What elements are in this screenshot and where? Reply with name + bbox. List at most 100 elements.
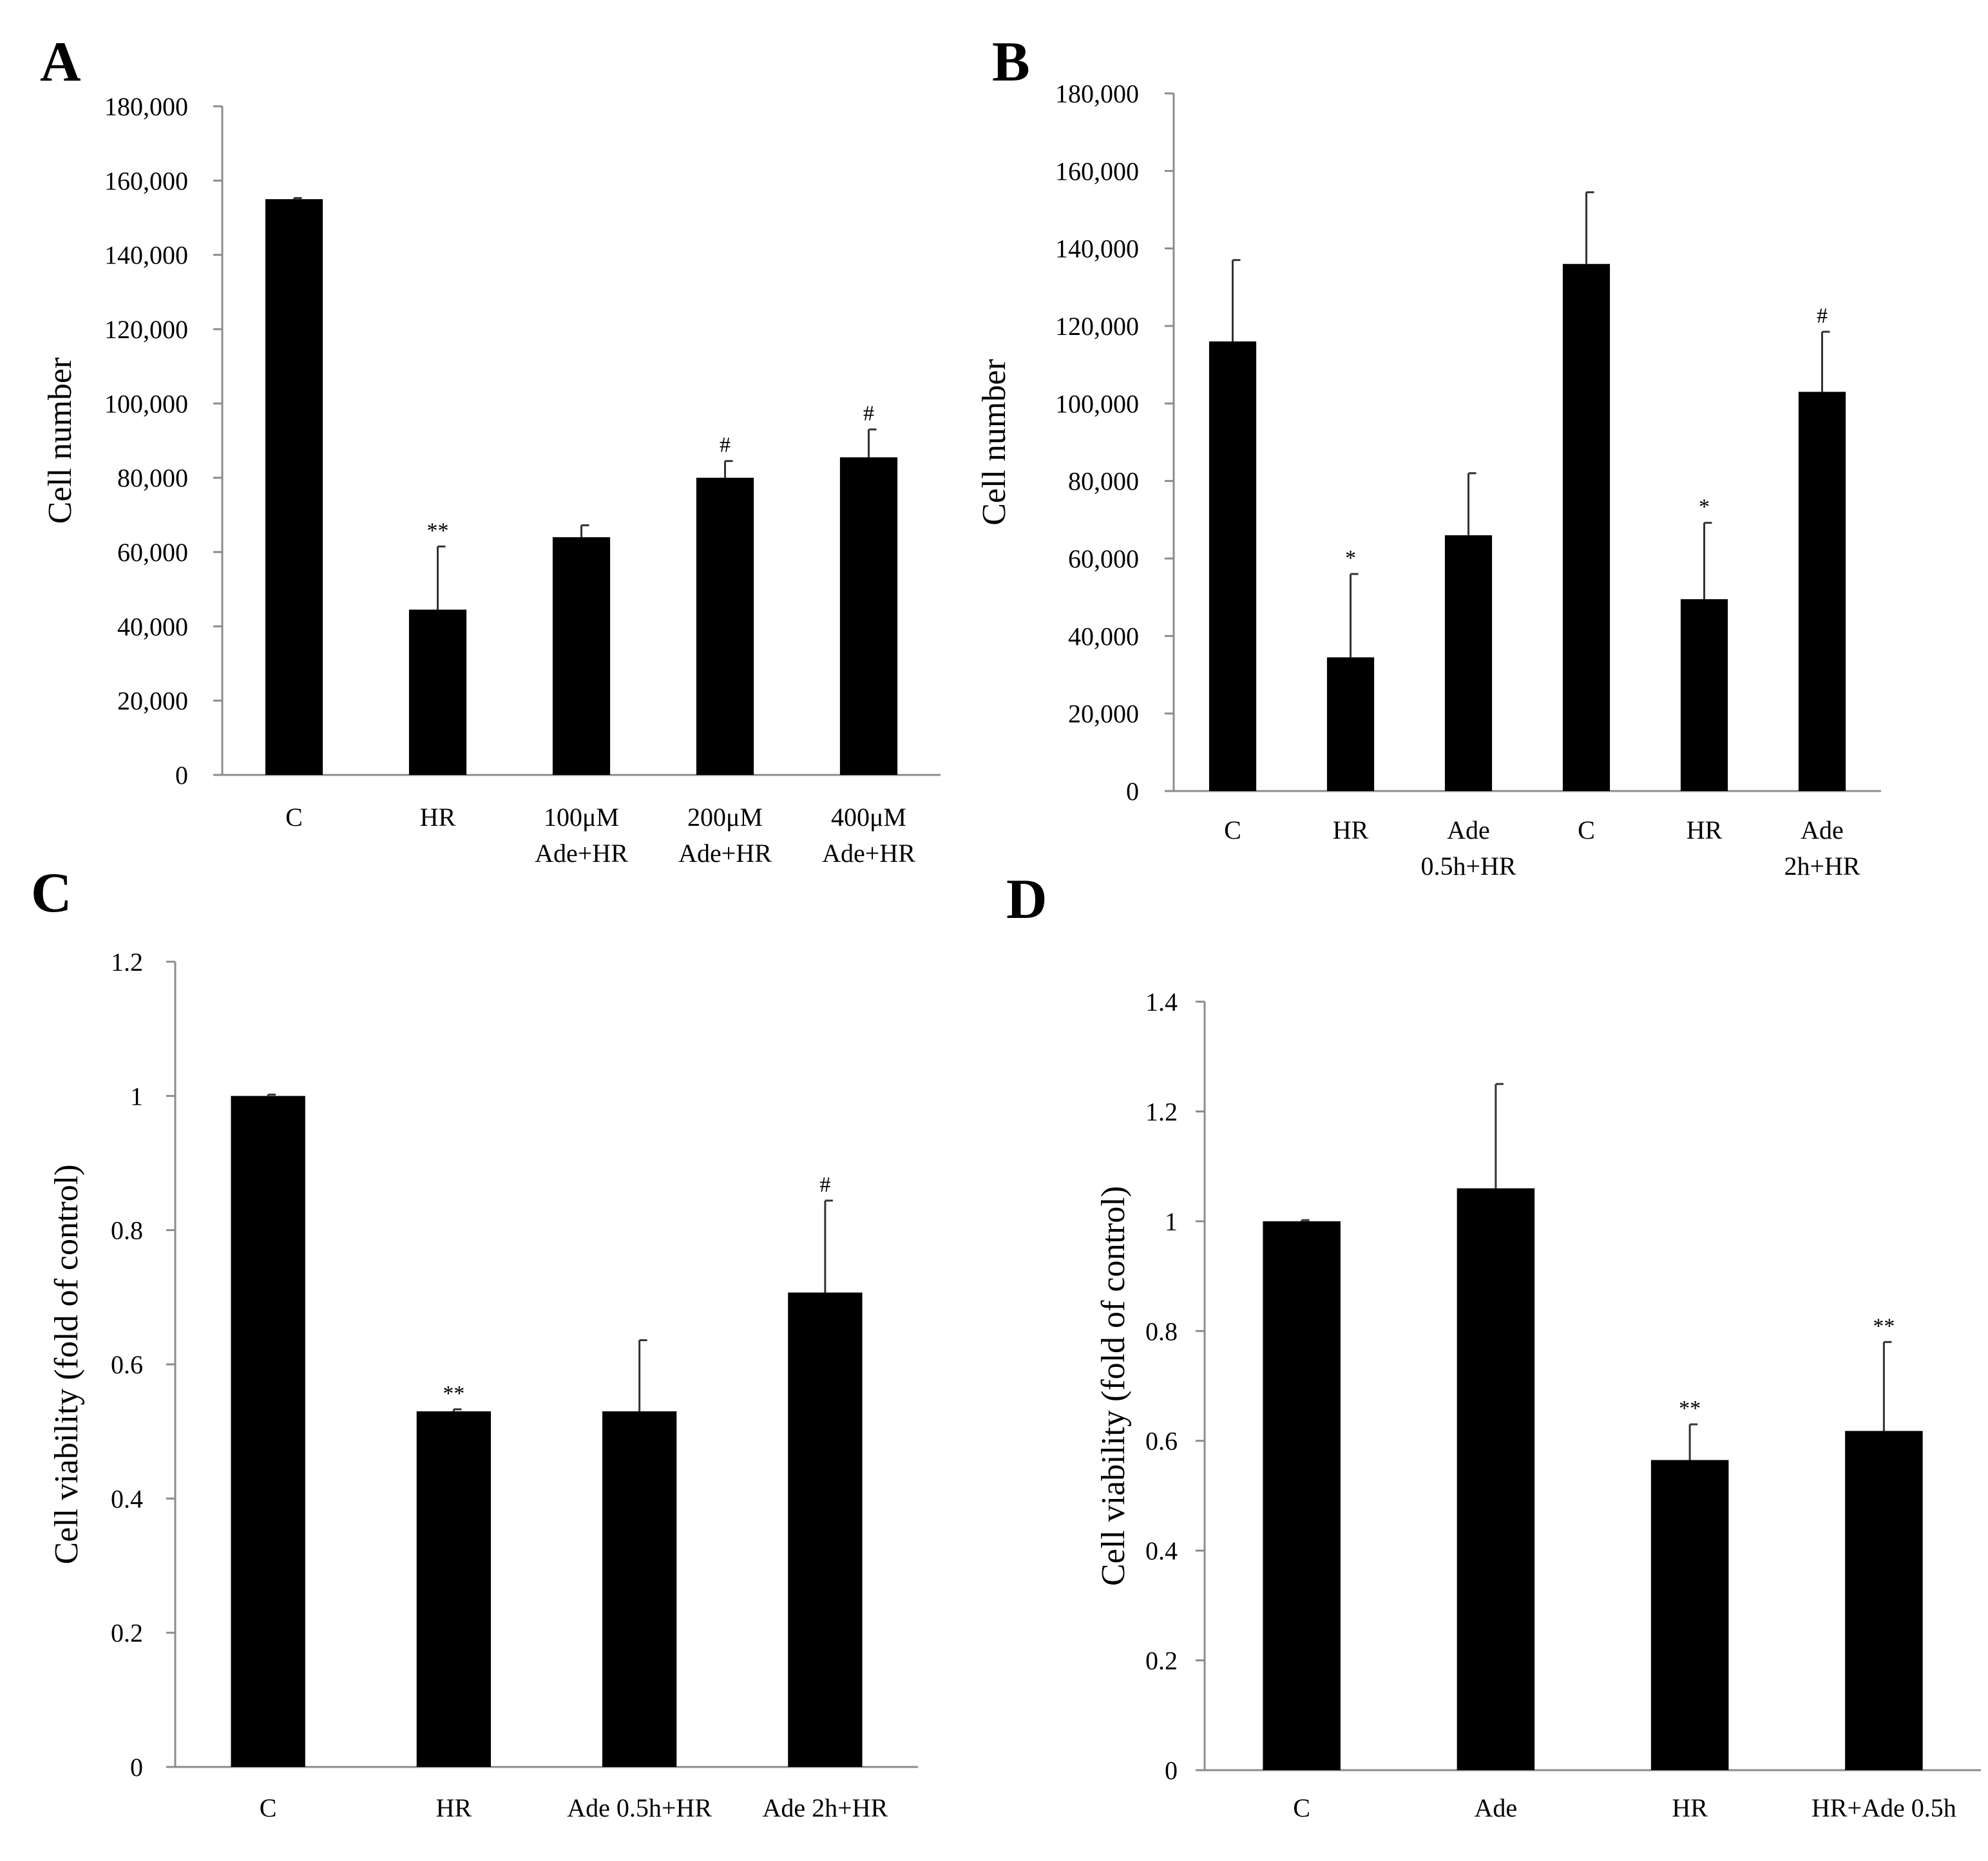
bar <box>1562 263 1610 791</box>
y-tick-label: 1 <box>1165 1207 1178 1236</box>
significance-marker: * <box>1345 546 1356 570</box>
bar <box>552 537 611 775</box>
y-tick-label: 40,000 <box>1068 622 1139 651</box>
x-category-label: 200μM <box>687 803 763 832</box>
x-category-label: C <box>1293 1793 1310 1822</box>
x-category-label: Ade+HR <box>678 839 772 868</box>
panel-d: D 0 0.2 0.4 0.6 0.8 1 1.2 1.4 Cell viability (fol… <box>1006 868 1981 1822</box>
significance-marker: # <box>720 434 731 457</box>
x-category-label: HR <box>436 1793 472 1822</box>
y-tick-label: 180,000 <box>1055 79 1139 108</box>
x-category-label: HR <box>1333 816 1369 845</box>
bar <box>1798 392 1846 791</box>
y-tick-label: 160,000 <box>104 166 188 195</box>
y-tick-label: 0.2 <box>111 1619 143 1648</box>
bar <box>231 1096 305 1767</box>
x-category-label: HR+Ade 0.5h <box>1811 1793 1956 1822</box>
y-tick-label: 20,000 <box>117 687 188 716</box>
y-tick-label: 0.8 <box>1145 1317 1178 1346</box>
x-category-label: HR <box>1687 816 1723 845</box>
x-category-label: HR <box>420 803 456 832</box>
bar <box>1457 1188 1535 1770</box>
y-tick-label: 60,000 <box>1068 544 1139 573</box>
y-tick-label: 0.8 <box>111 1216 143 1245</box>
bar <box>1209 341 1257 791</box>
y-tick-label: 100,000 <box>104 389 188 418</box>
significance-marker: ** <box>1679 1397 1701 1420</box>
x-category-label: Ade <box>1447 816 1490 845</box>
y-tick-label: 120,000 <box>104 315 188 344</box>
x-category-label: 0.5h+HR <box>1420 852 1516 881</box>
x-category-label: Ade <box>1801 816 1844 845</box>
y-tick-label: 80,000 <box>117 464 188 493</box>
panel-letter: B <box>992 31 1030 93</box>
y-tick-label: 20,000 <box>1068 700 1139 729</box>
y-tick-label: 0 <box>130 1753 143 1782</box>
y-tick-label: 100,000 <box>1055 389 1139 418</box>
x-category-label: 400μM <box>831 803 906 832</box>
panel-letter: C <box>31 862 72 924</box>
y-tick-label: 0.6 <box>111 1350 143 1379</box>
panel-a: A 0 20,000 40,000 60,000 80,000 100,000 120,000… <box>40 31 941 868</box>
x-category-label: C <box>285 803 303 832</box>
y-tick-label: 0.4 <box>111 1484 143 1513</box>
significance-marker: * <box>1699 495 1710 519</box>
x-category-label: Ade 0.5h+HR <box>567 1793 712 1822</box>
bar <box>1845 1431 1923 1770</box>
y-tick-label: 0 <box>1165 1756 1178 1785</box>
y-tick-label: 0.6 <box>1145 1427 1178 1456</box>
x-category-label: Ade <box>1475 1793 1518 1822</box>
y-tick-label: 60,000 <box>117 538 188 567</box>
bar <box>839 457 898 775</box>
y-tick-label: 140,000 <box>104 241 188 270</box>
y-tick-label: 40,000 <box>117 612 188 641</box>
panel-c: C 0 0.2 0.4 0.6 0.8 1 1.2 Cell viability (fold o… <box>31 862 918 1822</box>
y-tick-label: 1.4 <box>1145 988 1178 1016</box>
y-tick-label: 160,000 <box>1055 157 1139 186</box>
x-category-label: C <box>1578 816 1595 845</box>
x-category-label: Ade 2h+HR <box>762 1793 888 1822</box>
significance-marker: # <box>863 402 874 426</box>
x-category-label: HR <box>1672 1793 1708 1822</box>
y-axis-title: Cell number <box>976 359 1013 526</box>
y-tick-label: 0 <box>1126 777 1139 806</box>
bar <box>1326 657 1375 791</box>
panel-b: B 0 20,000 40,000 60,000 80,000 100,000 120,000… <box>976 31 1881 881</box>
y-axis-title: Cell number <box>42 358 79 524</box>
panel-letter: D <box>1006 868 1047 931</box>
y-tick-label: 0.4 <box>1145 1536 1178 1565</box>
bar <box>1444 535 1493 791</box>
x-category-label: 2h+HR <box>1784 852 1860 881</box>
x-category-label: C <box>260 1793 277 1822</box>
y-tick-label: 140,000 <box>1055 234 1139 263</box>
significance-marker: # <box>819 1173 830 1197</box>
y-tick-label: 180,000 <box>104 92 188 121</box>
bar <box>1263 1221 1341 1770</box>
bar <box>788 1292 863 1767</box>
y-tick-label: 1.2 <box>1145 1097 1178 1126</box>
bar <box>1650 1460 1729 1770</box>
bar <box>265 199 323 776</box>
x-category-label: Ade+HR <box>822 839 915 868</box>
x-category-label: Ade+HR <box>535 839 628 868</box>
significance-marker: # <box>1817 304 1828 328</box>
bar <box>696 477 754 775</box>
bar <box>408 609 467 775</box>
y-axis-title: Cell viability (fold of control) <box>48 1165 85 1565</box>
y-tick-label: 1.2 <box>111 948 143 977</box>
panel-letter: A <box>40 31 81 93</box>
bar <box>1680 599 1728 791</box>
y-tick-label: 1 <box>130 1082 143 1111</box>
significance-marker: ** <box>1873 1314 1895 1338</box>
x-category-label: C <box>1224 816 1241 845</box>
y-axis-title: Cell viability (fold of control) <box>1095 1186 1132 1586</box>
significance-marker: ** <box>427 519 449 542</box>
significance-marker: ** <box>443 1382 464 1406</box>
y-tick-label: 120,000 <box>1055 312 1139 341</box>
x-category-label: 100μM <box>544 803 619 832</box>
bar <box>416 1411 492 1767</box>
y-tick-label: 0 <box>175 761 188 790</box>
y-tick-label: 0.2 <box>1145 1646 1178 1675</box>
y-tick-label: 80,000 <box>1068 467 1139 496</box>
